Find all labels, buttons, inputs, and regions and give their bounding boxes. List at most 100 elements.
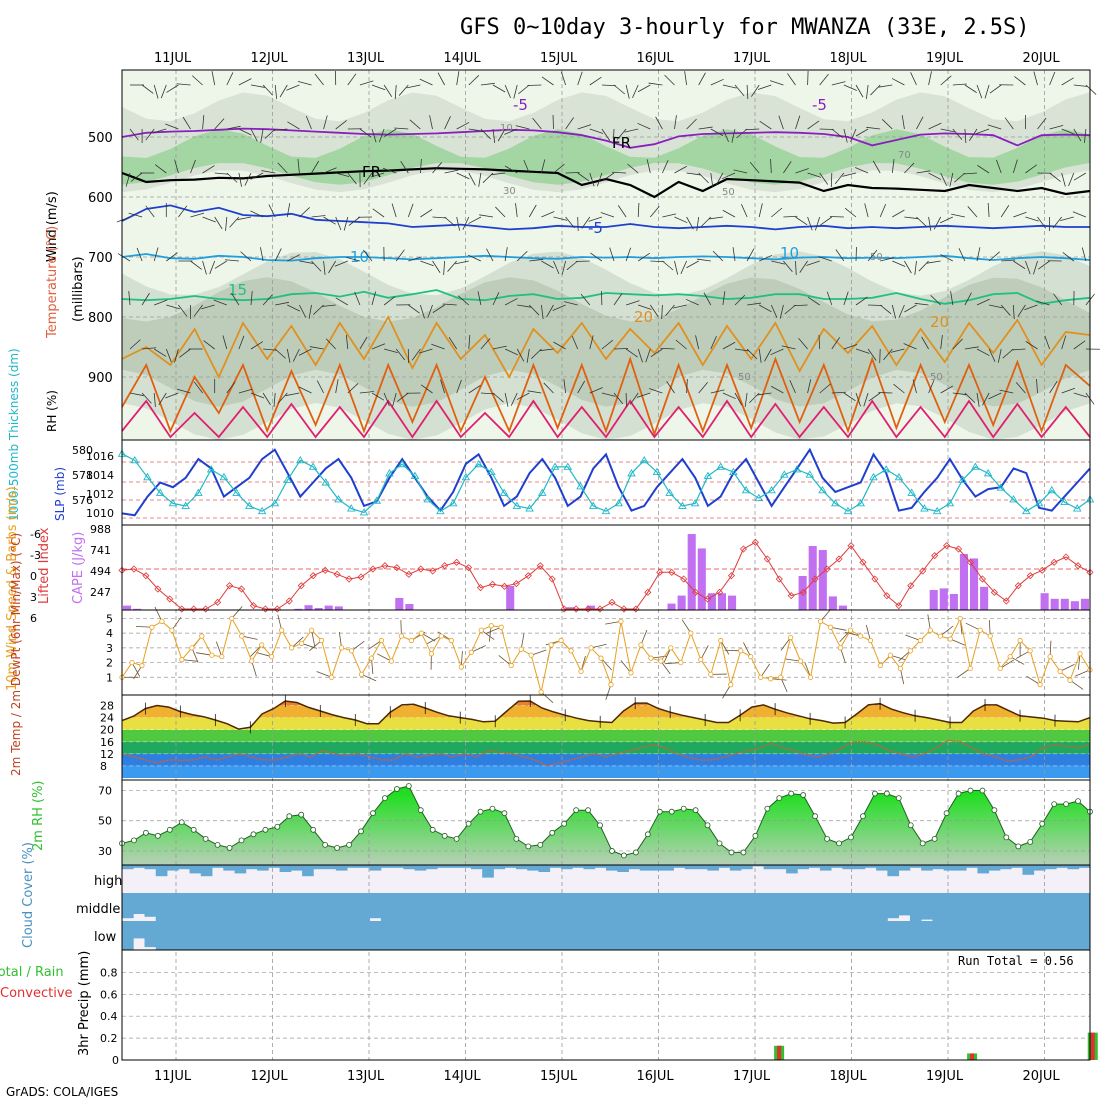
thickness-point [767, 485, 776, 494]
wind-barb [128, 291, 131, 306]
thickness-point [958, 475, 967, 483]
cloud-cell [752, 921, 764, 950]
cloud-cell [808, 865, 821, 868]
surface-wind-barb [241, 635, 258, 640]
wind-barb [129, 128, 139, 141]
wind-barb [612, 128, 615, 144]
thickness-point [639, 455, 649, 464]
wind-barb [892, 209, 905, 218]
rh-point [812, 813, 819, 820]
wind-barb [1084, 128, 1087, 143]
wind-barb [166, 84, 179, 93]
wind-barb [299, 260, 314, 264]
date-tick-top: 17JUL [733, 51, 771, 66]
cloud-cell [493, 893, 506, 921]
cloud-cell [864, 893, 877, 921]
thickness-point [245, 501, 254, 509]
cloud-cell [223, 921, 235, 950]
cloud-cell [257, 921, 269, 950]
wind-barb [1061, 335, 1067, 350]
thickness-point [359, 508, 369, 516]
wind-speed-point [897, 665, 903, 672]
cloud-cell [1067, 865, 1080, 870]
cloud-cell [459, 921, 472, 950]
surface-wind-barb [722, 684, 732, 699]
wind-barb [710, 389, 725, 394]
wind-barb [408, 256, 422, 262]
cloud-cell [774, 865, 787, 870]
wind-barb [916, 116, 924, 130]
cloud-cell [594, 865, 607, 868]
cloud-cell [527, 893, 539, 921]
wind-barb [328, 260, 337, 274]
precip-convective-bar [1090, 1032, 1095, 1060]
wind-barb [787, 73, 796, 86]
lifted-index-point [393, 564, 401, 572]
wind-barb [831, 391, 846, 394]
wind-barb [637, 348, 643, 363]
wind-barb [348, 216, 361, 226]
cape-bar [294, 608, 303, 610]
surface-wind-barb [999, 659, 1014, 669]
wind-barb [250, 84, 265, 88]
wind-barb [891, 304, 897, 319]
cloud-cell [876, 921, 888, 950]
isotherm-line [121, 167, 1091, 199]
surface-wind-barb [195, 652, 212, 656]
wind-barb [1060, 216, 1074, 222]
wind-speed-point [269, 654, 275, 660]
wind-barb [1002, 348, 1014, 359]
wind-barb [799, 260, 808, 273]
wind-speed-point [598, 655, 604, 661]
wind-barb [629, 392, 639, 405]
wind-barb [741, 204, 748, 218]
wind-barb [323, 167, 337, 174]
cloud-cell [842, 921, 855, 950]
wind-barb [977, 165, 990, 174]
thickness-point [856, 498, 866, 507]
wind-barb [650, 348, 663, 358]
wind-barb [746, 84, 749, 100]
wind-speed-point [688, 630, 694, 636]
cloud-level-label: middle [76, 902, 120, 917]
wind-speed-point [1027, 648, 1033, 654]
rh-point [429, 826, 436, 833]
wind-speed-point [1017, 637, 1023, 644]
cloud-cell [617, 865, 629, 872]
cloud-cell [628, 893, 641, 921]
wind-speed-point [179, 657, 185, 663]
wind-speed-point [638, 642, 644, 648]
precip-tick: 0.6 [100, 988, 118, 1001]
wind-barb [468, 172, 476, 186]
cloud-cell [133, 865, 145, 868]
precip-tick: 0.4 [100, 1010, 118, 1023]
wind-barb [912, 379, 917, 394]
rh-point [752, 832, 759, 839]
wind-barb [696, 258, 711, 262]
wind-barb [359, 336, 368, 350]
wind-barb [843, 344, 858, 350]
wind-barb [504, 392, 509, 407]
wind-barb [904, 216, 919, 220]
wind-speed-point [538, 689, 544, 695]
cloud-cell [606, 893, 618, 921]
wind-barb [831, 128, 843, 139]
wind-speed-point [299, 640, 305, 647]
cloud-cell [380, 865, 393, 868]
wind-barb [769, 80, 784, 86]
cloud-cell [999, 893, 1012, 921]
precip-legend-total: Total / Rain [0, 965, 64, 980]
wind-barb [867, 249, 878, 262]
lifted-index-point [261, 605, 269, 613]
wind-speed-point [259, 642, 265, 648]
wind-barb [432, 216, 447, 219]
wind-barb [1062, 252, 1075, 262]
wind-barb [224, 259, 239, 262]
cloud-cell [515, 893, 528, 921]
wind-barb [1085, 84, 1097, 95]
wind-barb [939, 216, 953, 224]
wind-barb [1025, 341, 1038, 350]
wind-barb [308, 304, 312, 319]
wind-ylabel-text: 10m Wind Speed & Barbs (m/s) [5, 486, 20, 691]
cloud-cell [167, 921, 179, 950]
